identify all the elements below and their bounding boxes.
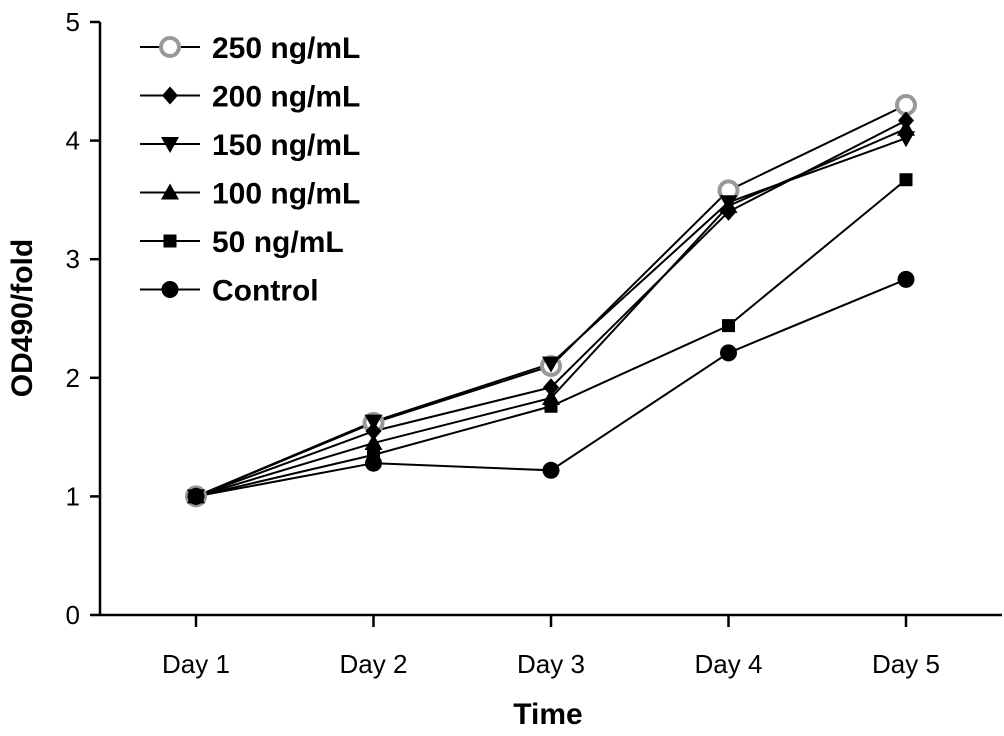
y-tick-label: 4: [66, 126, 80, 156]
data-point-control: [897, 270, 915, 288]
y-axis-title: OD490/fold: [6, 239, 39, 397]
legend-marker-50-ng-ml: [163, 234, 177, 248]
data-point-control: [365, 454, 382, 472]
x-tick-label: Day 4: [695, 649, 763, 679]
x-axis-title: Time: [513, 698, 582, 731]
data-point-50-ng-ml: [544, 399, 558, 413]
data-point-250-ng-ml: [895, 94, 917, 117]
legend-marker-150-ng-ml: [161, 137, 179, 153]
x-tick-label: Day 1: [162, 649, 230, 679]
legend-marker-control: [161, 281, 179, 298]
y-tick-label: 3: [66, 244, 80, 274]
legend-label: Control: [212, 275, 319, 308]
legend-marker-250-ng-ml: [159, 36, 181, 58]
data-point-150-ng-ml: [542, 356, 560, 373]
data-point-200-ng-ml: [365, 422, 382, 441]
legend-label: 250 ng/mL: [212, 32, 360, 65]
x-tick-label: Day 2: [340, 649, 408, 679]
legend-label: 50 ng/mL: [212, 226, 344, 259]
y-tick-label: 2: [66, 363, 80, 393]
data-point-50-ng-ml: [722, 319, 735, 333]
data-point-100-ng-ml: [364, 434, 383, 451]
legend-item-250-ng-ml: 250 ng/mL: [140, 32, 360, 65]
legend: 250 ng/mL 200 ng/mL 150 ng/mL 100 ng/mL 50 n…: [140, 32, 360, 308]
legend-marker-200-ng-ml: [162, 86, 178, 105]
data-point-control: [542, 461, 560, 479]
data-point-50-ng-ml: [899, 173, 913, 187]
y-tick-label: 1: [66, 481, 80, 511]
data-point-200-ng-ml: [543, 378, 559, 397]
legend-item-200-ng-ml: 200 ng/mL: [140, 81, 360, 114]
legend-label: 200 ng/mL: [212, 81, 360, 114]
legend-marker-100-ng-ml: [161, 183, 179, 200]
data-point-100-ng-ml: [897, 119, 915, 136]
x-tick-label: Day 3: [517, 649, 585, 679]
legend-label: 100 ng/mL: [212, 178, 360, 211]
data-point-control: [187, 487, 205, 505]
legend-item-150-ng-ml: 150 ng/mL: [140, 129, 360, 162]
x-ticks: Day 1 Day 2 Day 3 Day 4 Day 5: [162, 615, 940, 679]
data-point-150-ng-ml: [364, 414, 383, 431]
y-tick-label: 0: [66, 600, 80, 630]
data-point-100-ng-ml: [719, 196, 738, 213]
series-markers: [185, 94, 917, 508]
y-ticks: 0 1 2 3 4 5: [66, 7, 100, 630]
x-tick-label: Day 5: [872, 649, 940, 679]
y-tick-label: 5: [66, 7, 80, 37]
legend-label: 150 ng/mL: [212, 129, 360, 162]
legend-item-50-ng-ml: 50 ng/mL: [140, 226, 344, 259]
legend-item-100-ng-ml: 100 ng/mL: [140, 178, 360, 211]
legend-item-control: Control: [140, 275, 319, 308]
data-point-control: [720, 344, 737, 362]
